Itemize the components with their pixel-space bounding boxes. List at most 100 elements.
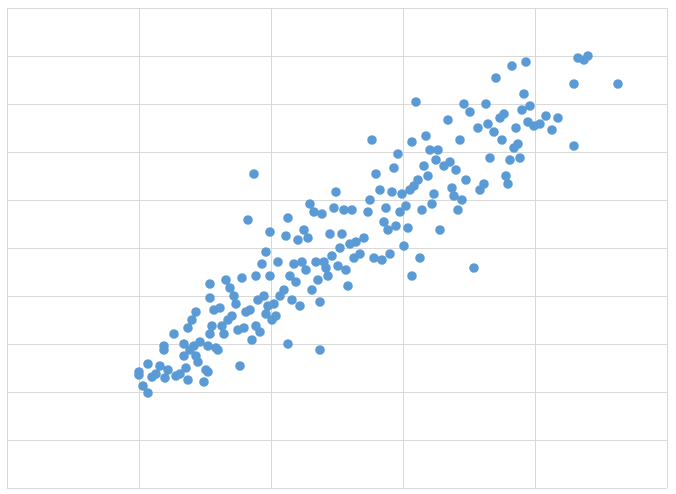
point	[417, 205, 427, 215]
point	[397, 189, 407, 199]
point	[465, 107, 475, 117]
point	[443, 115, 453, 125]
point	[429, 189, 439, 199]
point	[215, 303, 225, 313]
point	[225, 283, 235, 293]
point	[323, 271, 333, 281]
point	[163, 365, 173, 375]
point	[407, 137, 417, 147]
point	[138, 381, 148, 391]
point	[331, 187, 341, 197]
point	[285, 271, 295, 281]
point	[407, 271, 417, 281]
point	[327, 251, 337, 261]
point	[513, 139, 523, 149]
point	[261, 247, 271, 257]
point	[427, 199, 437, 209]
point	[497, 135, 507, 145]
point	[481, 99, 491, 109]
point	[411, 97, 421, 107]
point	[289, 259, 299, 269]
point	[155, 361, 165, 371]
point	[329, 203, 339, 213]
point	[203, 367, 213, 377]
point	[347, 205, 357, 215]
point	[335, 243, 345, 253]
point	[305, 199, 315, 209]
point	[479, 179, 489, 189]
point	[375, 185, 385, 195]
point	[325, 229, 335, 239]
point	[507, 61, 517, 71]
point	[183, 375, 193, 385]
point	[517, 105, 527, 115]
point	[583, 51, 593, 61]
point	[379, 217, 389, 227]
point	[213, 345, 223, 355]
point	[183, 323, 193, 333]
point	[569, 79, 579, 89]
point	[179, 351, 189, 361]
point	[525, 101, 535, 111]
point	[485, 153, 495, 163]
point	[459, 99, 469, 109]
point	[489, 127, 499, 137]
point	[239, 323, 249, 333]
point	[261, 309, 271, 319]
point	[547, 125, 557, 135]
point	[283, 213, 293, 223]
point	[295, 301, 305, 311]
point	[425, 145, 435, 155]
point	[303, 233, 313, 243]
point	[343, 281, 353, 291]
point	[433, 145, 443, 155]
point	[299, 225, 309, 235]
point	[283, 339, 293, 349]
point	[257, 259, 267, 269]
point	[317, 209, 327, 219]
point	[381, 203, 391, 213]
point	[423, 171, 433, 181]
point	[291, 277, 301, 287]
point	[365, 195, 375, 205]
point	[499, 109, 509, 119]
point	[445, 157, 455, 167]
point	[505, 155, 515, 165]
point	[421, 131, 431, 141]
point	[287, 295, 297, 305]
point	[160, 373, 170, 383]
point	[389, 163, 399, 173]
point	[511, 123, 521, 133]
point	[143, 388, 153, 398]
point	[247, 335, 257, 345]
point	[187, 315, 197, 325]
point	[455, 135, 465, 145]
point	[313, 275, 323, 285]
point	[243, 215, 253, 225]
point	[271, 311, 281, 321]
point	[315, 297, 325, 307]
point	[541, 111, 551, 121]
point	[371, 169, 381, 179]
point	[419, 161, 429, 171]
point	[449, 191, 459, 201]
point	[181, 363, 191, 373]
point	[461, 175, 471, 185]
point	[553, 113, 563, 123]
point	[521, 57, 531, 67]
point	[519, 89, 529, 99]
point	[199, 377, 209, 387]
point	[205, 293, 215, 303]
point	[333, 261, 343, 271]
point	[205, 329, 215, 339]
point	[169, 329, 179, 339]
point	[235, 361, 245, 371]
point	[355, 249, 365, 259]
point	[399, 241, 409, 251]
point	[385, 249, 395, 259]
point	[269, 299, 279, 309]
point	[207, 321, 217, 331]
point	[255, 327, 265, 337]
point	[351, 237, 361, 247]
